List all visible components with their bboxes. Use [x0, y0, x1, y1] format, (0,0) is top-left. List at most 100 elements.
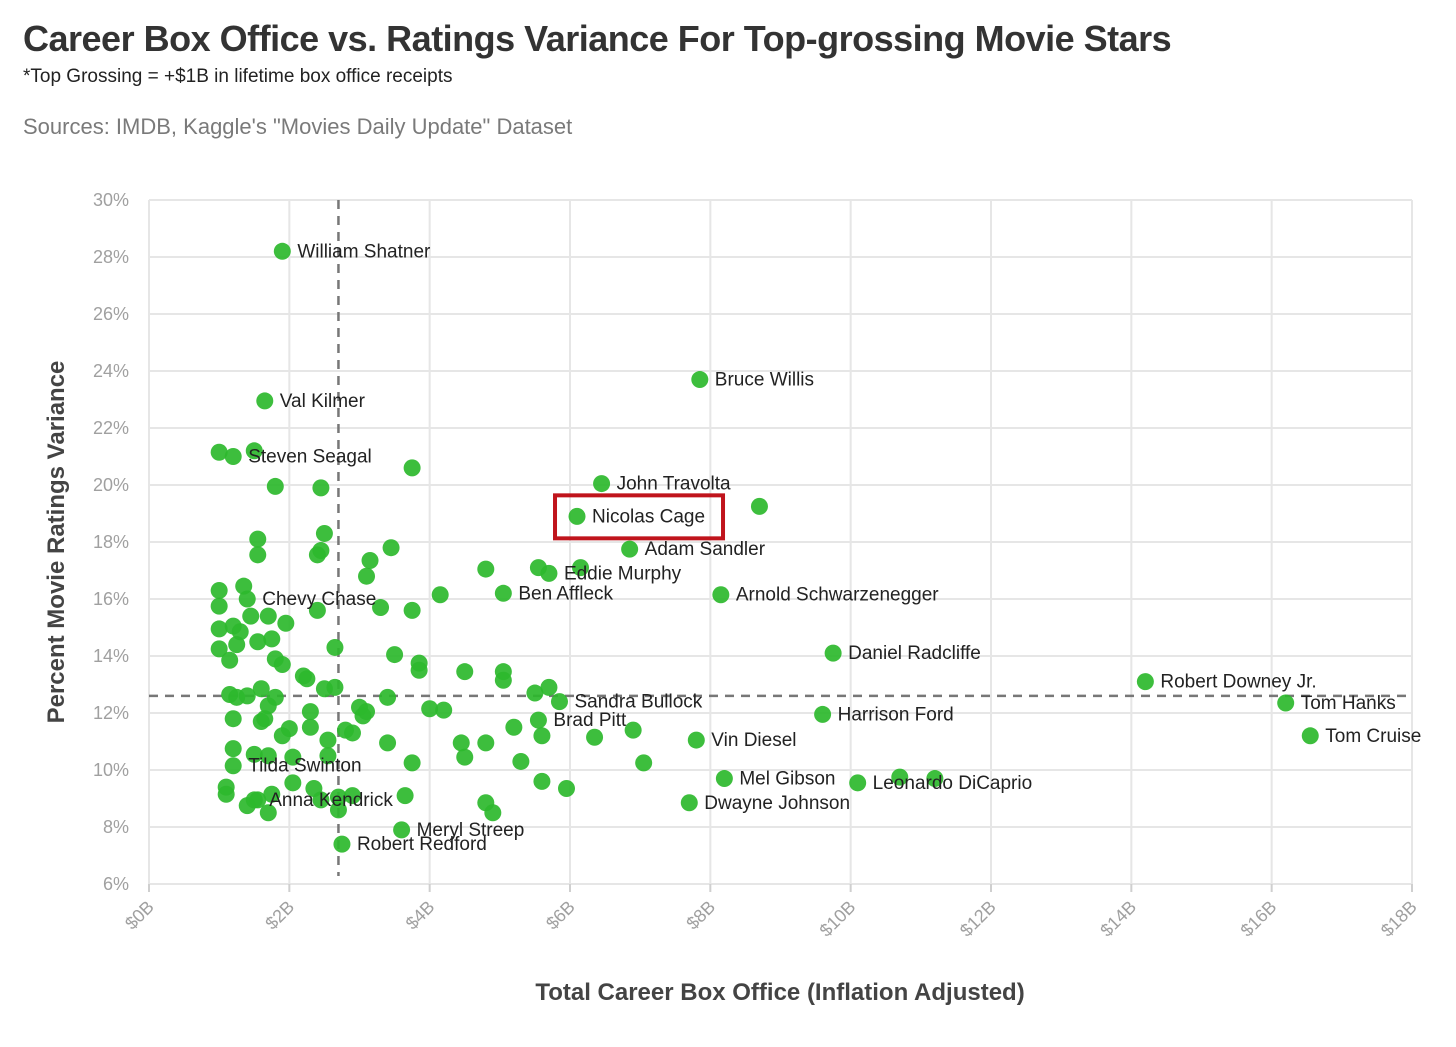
data-point — [249, 633, 267, 651]
data-point — [326, 638, 344, 656]
data-point — [259, 804, 277, 822]
point-label: Arnold Schwarzenegger — [736, 585, 939, 606]
data-point — [926, 770, 944, 788]
x-tick-label: $18B — [1377, 897, 1421, 941]
data-point — [529, 711, 547, 729]
data-point — [210, 640, 228, 658]
data-point — [298, 670, 316, 688]
chart-sources: Sources: IMDB, Kaggle's "Movies Daily Up… — [23, 114, 573, 139]
chart-subtitle: *Top Grossing = +$1B in lifetime box off… — [23, 66, 453, 87]
data-point — [386, 646, 404, 664]
data-point — [259, 697, 277, 715]
x-tick-label: $0B — [121, 897, 158, 934]
data-point — [586, 728, 604, 746]
data-point — [249, 546, 267, 564]
point-label: Val Kilmer — [280, 391, 366, 412]
x-tick-label: $8B — [682, 897, 719, 934]
data-point — [210, 597, 228, 615]
data-point — [431, 586, 449, 604]
data-point — [266, 477, 284, 495]
data-point — [572, 559, 590, 577]
y-tick-label: 8% — [103, 817, 129, 837]
data-point — [533, 772, 551, 790]
data-point — [435, 701, 453, 719]
y-tick-label: 16% — [93, 589, 129, 609]
data-point — [750, 497, 768, 515]
data-point — [343, 724, 361, 742]
point-label: Anna Kendrick — [269, 790, 393, 811]
data-point — [231, 623, 249, 641]
grid-lines — [148, 199, 1413, 892]
point-label: Tom Cruise — [1325, 726, 1421, 747]
point-label: Meryl Streep — [417, 820, 525, 841]
point-label: Sandra Bullock — [574, 692, 702, 713]
data-point — [849, 774, 867, 792]
y-tick-label: 22% — [93, 418, 129, 438]
point-label: William Shatner — [297, 241, 431, 262]
point-label: Steven Seagal — [248, 447, 372, 468]
data-point — [308, 601, 326, 619]
data-point — [252, 680, 270, 698]
data-point — [691, 371, 709, 389]
data-point — [568, 507, 586, 525]
data-point — [621, 540, 639, 558]
data-point — [263, 785, 281, 803]
data-point — [329, 788, 347, 806]
data-point — [256, 392, 274, 410]
data-point — [526, 684, 544, 702]
point-label: Vin Diesel — [711, 730, 796, 751]
data-point — [259, 747, 277, 765]
y-tick-label: 30% — [93, 190, 129, 210]
data-point — [403, 754, 421, 772]
x-tick-label: $12B — [956, 897, 1000, 941]
data-point — [505, 718, 523, 736]
point-label: Eddie Murphy — [564, 563, 682, 584]
data-point — [410, 661, 428, 679]
y-tick-label: 28% — [93, 247, 129, 267]
data-point — [245, 442, 263, 460]
data-point — [315, 524, 333, 542]
data-point — [372, 599, 390, 617]
data-point — [301, 718, 319, 736]
y-axis-title: Percent Movie Ratings Variance — [43, 361, 70, 724]
data-point — [284, 748, 302, 766]
y-tick-label: 14% — [93, 646, 129, 666]
point-label: Tilda Swinton — [248, 756, 361, 777]
data-point — [477, 560, 495, 578]
data-point — [379, 734, 397, 752]
data-point — [814, 705, 832, 723]
data-point — [343, 787, 361, 805]
data-point — [540, 678, 558, 696]
point-label: Robert Redford — [357, 834, 487, 855]
data-point — [333, 835, 351, 853]
data-point — [242, 607, 260, 625]
data-point — [540, 564, 558, 582]
data-point — [217, 785, 235, 803]
data-point — [319, 731, 337, 749]
data-point — [210, 443, 228, 461]
x-axis-title: Total Career Box Office (Inflation Adjus… — [535, 979, 1024, 1006]
data-point — [477, 734, 495, 752]
point-labels: William Shatner Bruce Willis Val Kilmer Ste… — [248, 241, 1421, 855]
data-point — [238, 687, 256, 705]
x-tick-label: $14B — [1096, 897, 1140, 941]
data-point — [550, 693, 568, 711]
data-point — [396, 787, 414, 805]
data-point — [1277, 694, 1295, 712]
data-point — [238, 590, 256, 608]
point-label: Dwayne Johnson — [704, 793, 850, 814]
data-point — [393, 821, 411, 839]
data-point — [680, 794, 698, 812]
data-point — [358, 703, 376, 721]
data-point — [224, 710, 242, 728]
data-point — [403, 459, 421, 477]
data-point — [301, 703, 319, 721]
data-point — [326, 678, 344, 696]
x-tick-label: $6B — [542, 897, 579, 934]
chart-title: Career Box Office vs. Ratings Variance F… — [23, 18, 1172, 59]
point-label: Tom Hanks — [1301, 693, 1396, 714]
data-point — [533, 727, 551, 745]
data-point — [263, 630, 281, 648]
data-point — [358, 567, 376, 585]
data-point — [891, 768, 909, 786]
